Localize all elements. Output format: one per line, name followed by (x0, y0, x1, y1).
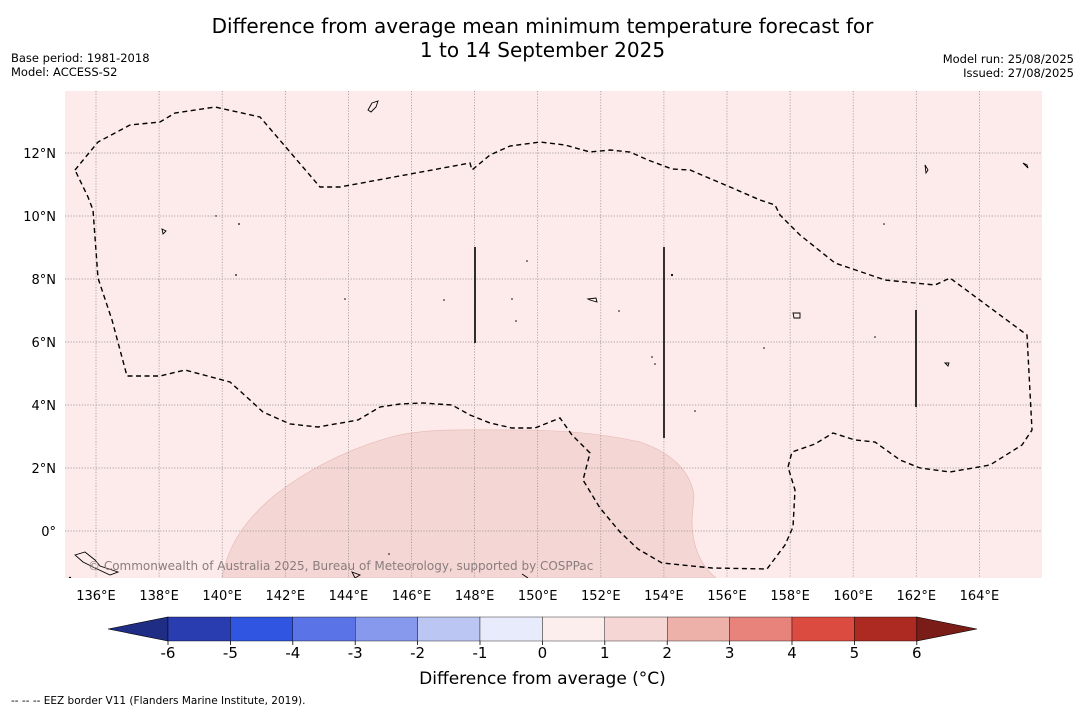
colorbar-label: -6 (161, 644, 176, 662)
meta-right: Model run: 25/08/2025 Issued: 27/08/2025 (943, 52, 1074, 80)
lon-tick-label: 152°E (581, 589, 621, 604)
island-west (161, 228, 167, 235)
copyright-text: © Commonwealth of Australia 2025, Bureau… (88, 559, 593, 573)
colorbar-title: Difference from average (°C) (419, 669, 666, 689)
island-png (74, 551, 120, 576)
lon-tick-label: 148°E (455, 589, 495, 604)
colorbar-segment (355, 616, 418, 642)
colorbar-label: -4 (285, 644, 300, 662)
island-ne-small (924, 164, 929, 175)
colorbar-label: -3 (348, 644, 363, 662)
lat-tick-label: 0° (41, 525, 56, 540)
lon-tick-label: 156°E (707, 589, 747, 604)
colorbar-segment (230, 616, 293, 642)
island-south-arc (521, 573, 529, 578)
colorbar-label: 5 (850, 644, 860, 662)
island-dots (68, 215, 885, 578)
colorbar-under-arrow (107, 616, 169, 642)
issued-date: Issued: 27/08/2025 (963, 66, 1074, 80)
colorbar-segment (791, 616, 855, 642)
lat-tick-label: 4°N (32, 399, 57, 414)
lat-tick-label: 8°N (32, 273, 57, 288)
lon-tick-label: 154°E (644, 589, 684, 604)
colorbar-label: 1 (600, 644, 610, 662)
colorbar-segment (542, 616, 606, 642)
island-pohnpei (792, 312, 801, 319)
colorbar-segment (167, 616, 231, 642)
gridlines (65, 91, 1042, 578)
lon-tick-label: 142°E (266, 589, 306, 604)
lon-tick-label: 160°E (833, 589, 873, 604)
meta-left: Base period: 1981-2018 Model: ACCESS-S2 (11, 51, 150, 79)
lat-tick-label: 2°N (32, 462, 57, 477)
island-kosrae (943, 362, 950, 367)
island-east-small (1022, 162, 1029, 169)
eez-border (74, 106, 1033, 570)
lon-tick-label: 146°E (392, 589, 432, 604)
colorbar-label: -2 (410, 644, 425, 662)
map-title: Difference from average mean minimum tem… (0, 14, 1085, 62)
longitude-labels: 136°E 138°E 140°E 142°E 144°E 146°E 148°E 150°E… (76, 589, 999, 604)
colorbar-label: -5 (223, 644, 238, 662)
lat-tick-label: 12°N (23, 147, 56, 162)
colorbar-label: -1 (473, 644, 488, 662)
island-guam (367, 100, 379, 113)
lon-tick-label: 140°E (202, 589, 242, 604)
colorbar-label: 6 (912, 644, 922, 662)
colorbar-segment (667, 616, 730, 642)
colorbar-segment (604, 616, 668, 642)
title-line-2: 1 to 14 September 2025 (419, 38, 666, 62)
lon-tick-label: 150°E (518, 589, 558, 604)
warm-anomaly-region (221, 429, 717, 578)
model-name: Model: ACCESS-S2 (11, 65, 118, 79)
lon-tick-label: 164°E (960, 589, 1000, 604)
base-period: Base period: 1981-2018 (11, 51, 150, 65)
colorbar-label: 0 (538, 644, 548, 662)
colorbar-segment (479, 616, 543, 642)
footnote: -- -- -- EEZ border V11 (Flanders Marine… (11, 695, 306, 707)
colorbar-segment (854, 616, 918, 642)
island-south-small (351, 571, 362, 578)
colorbar-over-arrow (916, 616, 978, 642)
lon-tick-label: 136°E (76, 589, 116, 604)
colorbar-label: 3 (725, 644, 735, 662)
colorbar-segment (417, 616, 481, 642)
latitude-labels: 12°N 10°N 8°N 6°N 4°N 2°N 0° (23, 147, 56, 540)
island-chuuk (586, 297, 598, 303)
lat-tick-label: 10°N (23, 210, 56, 225)
lon-tick-label: 162°E (897, 589, 937, 604)
colorbar-label: 4 (787, 644, 797, 662)
lat-tick-label: 6°N (32, 336, 57, 351)
colorbar-segment (292, 616, 356, 642)
islands (74, 100, 1029, 578)
lon-tick-label: 138°E (139, 589, 179, 604)
model-run: Model run: 25/08/2025 (942, 52, 1074, 66)
lon-tick-label: 158°E (770, 589, 810, 604)
lon-tick-label: 144°E (329, 589, 369, 604)
colorbar-segment (729, 616, 793, 642)
colorbar: -6 -5 -4 -3 -2 -1 0 1 2 3 4 5 6 (107, 616, 978, 662)
colorbar-label: 2 (662, 644, 672, 662)
title-line-1: Difference from average mean minimum tem… (211, 14, 874, 38)
